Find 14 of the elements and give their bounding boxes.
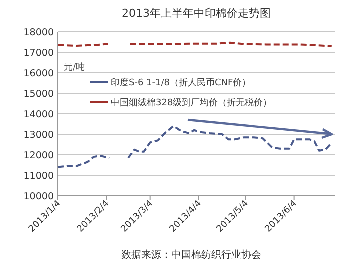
y-tick-label: 10000 [24,192,54,202]
y-tick-label: 15000 [24,89,54,100]
y-tick-label: 16000 [24,68,54,80]
y-axis-title: 元/吨 [64,62,86,73]
source-note: 数据来源：中国棉纺织行业协会 [122,249,262,261]
legend-label: 中国细绒棉328级到厂均价（折无税价） [111,98,272,108]
y-tick-label: 17000 [24,48,54,59]
chart-title: 2013年上半年中印棉价走势图 [122,7,271,20]
legend-label: 印度S-6 1-1/8（折人民币CNF价） [111,78,252,88]
y-tick-label: 12000 [24,150,54,162]
y-tick-label: 18000 [24,28,54,38]
y-tick-label: 11000 [24,171,54,182]
y-tick-label: 13000 [24,130,54,141]
y-tick-label: 14000 [24,110,54,120]
